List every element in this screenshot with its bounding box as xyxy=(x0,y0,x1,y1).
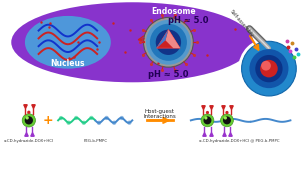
Circle shape xyxy=(206,111,209,114)
Circle shape xyxy=(260,60,278,77)
Text: Self-assembly: Self-assembly xyxy=(229,9,255,38)
Circle shape xyxy=(150,24,187,61)
Polygon shape xyxy=(157,30,169,48)
Text: α-CD-hydrazide-DOX+HCl @ PEG-b-PMPC: α-CD-hydrazide-DOX+HCl @ PEG-b-PMPC xyxy=(199,139,280,143)
Circle shape xyxy=(74,116,78,120)
Text: pH ≈ 5.0: pH ≈ 5.0 xyxy=(168,16,208,25)
Circle shape xyxy=(25,116,33,125)
Circle shape xyxy=(249,49,289,88)
Circle shape xyxy=(201,114,214,127)
Text: Nucleus: Nucleus xyxy=(51,59,85,68)
Text: +: + xyxy=(43,114,54,127)
Polygon shape xyxy=(165,30,180,48)
Circle shape xyxy=(255,55,283,82)
Circle shape xyxy=(223,116,231,124)
Circle shape xyxy=(204,116,208,120)
Circle shape xyxy=(240,39,298,98)
Circle shape xyxy=(27,111,30,114)
Circle shape xyxy=(59,116,63,120)
Circle shape xyxy=(97,121,101,125)
Text: Endosome: Endosome xyxy=(151,7,196,15)
Circle shape xyxy=(89,116,94,120)
Circle shape xyxy=(67,121,71,125)
Ellipse shape xyxy=(25,16,111,69)
Circle shape xyxy=(156,30,181,55)
Text: PEG-b-PMPC: PEG-b-PMPC xyxy=(83,139,107,143)
Circle shape xyxy=(120,116,124,120)
Text: Interactions: Interactions xyxy=(143,114,176,119)
Circle shape xyxy=(127,121,131,125)
Ellipse shape xyxy=(11,2,253,82)
Circle shape xyxy=(104,116,109,120)
Circle shape xyxy=(143,17,193,67)
Circle shape xyxy=(224,116,227,120)
Circle shape xyxy=(220,114,233,127)
Circle shape xyxy=(242,41,296,96)
Circle shape xyxy=(112,121,116,125)
Circle shape xyxy=(22,114,36,127)
Circle shape xyxy=(146,20,191,65)
Circle shape xyxy=(82,121,86,125)
Text: α-CD-hydrazide-DOX+HCl: α-CD-hydrazide-DOX+HCl xyxy=(4,139,54,143)
Polygon shape xyxy=(157,30,180,48)
Circle shape xyxy=(204,116,212,124)
Circle shape xyxy=(25,116,29,119)
Text: Host-guest: Host-guest xyxy=(145,109,175,114)
Circle shape xyxy=(261,61,271,70)
Text: pH ≈ 5.0: pH ≈ 5.0 xyxy=(148,70,189,79)
Circle shape xyxy=(225,111,229,114)
